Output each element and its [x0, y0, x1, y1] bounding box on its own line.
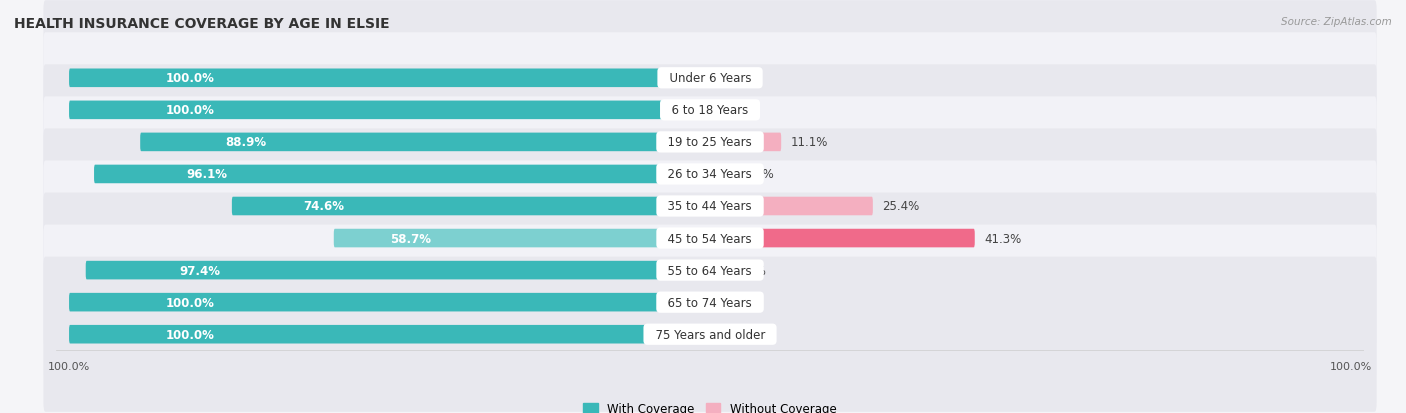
Text: 3.9%: 3.9% — [745, 168, 775, 181]
Text: 88.9%: 88.9% — [226, 136, 267, 149]
FancyBboxPatch shape — [710, 229, 974, 248]
Text: 19 to 25 Years: 19 to 25 Years — [661, 136, 759, 149]
Text: 35 to 44 Years: 35 to 44 Years — [661, 200, 759, 213]
Text: 100.0%: 100.0% — [166, 104, 214, 117]
Text: 0.0%: 0.0% — [720, 296, 749, 309]
FancyBboxPatch shape — [44, 129, 1376, 284]
FancyBboxPatch shape — [44, 1, 1376, 156]
FancyBboxPatch shape — [69, 325, 710, 344]
Text: 100.0%: 100.0% — [166, 328, 214, 341]
FancyBboxPatch shape — [44, 193, 1376, 348]
FancyBboxPatch shape — [141, 133, 710, 152]
FancyBboxPatch shape — [710, 165, 735, 184]
Text: Under 6 Years: Under 6 Years — [662, 72, 758, 85]
Text: 26 to 34 Years: 26 to 34 Years — [661, 168, 759, 181]
Text: HEALTH INSURANCE COVERAGE BY AGE IN ELSIE: HEALTH INSURANCE COVERAGE BY AGE IN ELSI… — [14, 17, 389, 31]
FancyBboxPatch shape — [44, 257, 1376, 412]
Text: 97.4%: 97.4% — [180, 264, 221, 277]
FancyBboxPatch shape — [710, 197, 873, 216]
Text: 41.3%: 41.3% — [984, 232, 1022, 245]
FancyBboxPatch shape — [710, 133, 782, 152]
Text: 96.1%: 96.1% — [187, 168, 228, 181]
FancyBboxPatch shape — [86, 261, 710, 280]
Legend: With Coverage, Without Coverage: With Coverage, Without Coverage — [583, 402, 837, 413]
FancyBboxPatch shape — [44, 161, 1376, 316]
FancyBboxPatch shape — [44, 65, 1376, 220]
FancyBboxPatch shape — [69, 69, 710, 88]
FancyBboxPatch shape — [333, 229, 710, 248]
Text: 74.6%: 74.6% — [304, 200, 344, 213]
Text: 2.6%: 2.6% — [737, 264, 766, 277]
FancyBboxPatch shape — [710, 261, 727, 280]
Text: 100.0%: 100.0% — [166, 72, 214, 85]
Text: 75 Years and older: 75 Years and older — [648, 328, 772, 341]
Text: 11.1%: 11.1% — [790, 136, 828, 149]
Text: 100.0%: 100.0% — [166, 296, 214, 309]
Text: 0.0%: 0.0% — [720, 72, 749, 85]
Text: 0.0%: 0.0% — [720, 104, 749, 117]
FancyBboxPatch shape — [232, 197, 710, 216]
Text: 25.4%: 25.4% — [883, 200, 920, 213]
FancyBboxPatch shape — [94, 165, 710, 184]
FancyBboxPatch shape — [44, 33, 1376, 188]
Text: 55 to 64 Years: 55 to 64 Years — [661, 264, 759, 277]
Text: 65 to 74 Years: 65 to 74 Years — [661, 296, 759, 309]
FancyBboxPatch shape — [44, 225, 1376, 380]
Text: 6 to 18 Years: 6 to 18 Years — [664, 104, 756, 117]
Text: 45 to 54 Years: 45 to 54 Years — [661, 232, 759, 245]
FancyBboxPatch shape — [69, 101, 710, 120]
Text: Source: ZipAtlas.com: Source: ZipAtlas.com — [1281, 17, 1392, 26]
FancyBboxPatch shape — [44, 97, 1376, 252]
Text: 0.0%: 0.0% — [720, 328, 749, 341]
FancyBboxPatch shape — [69, 293, 710, 312]
Text: 58.7%: 58.7% — [391, 232, 432, 245]
